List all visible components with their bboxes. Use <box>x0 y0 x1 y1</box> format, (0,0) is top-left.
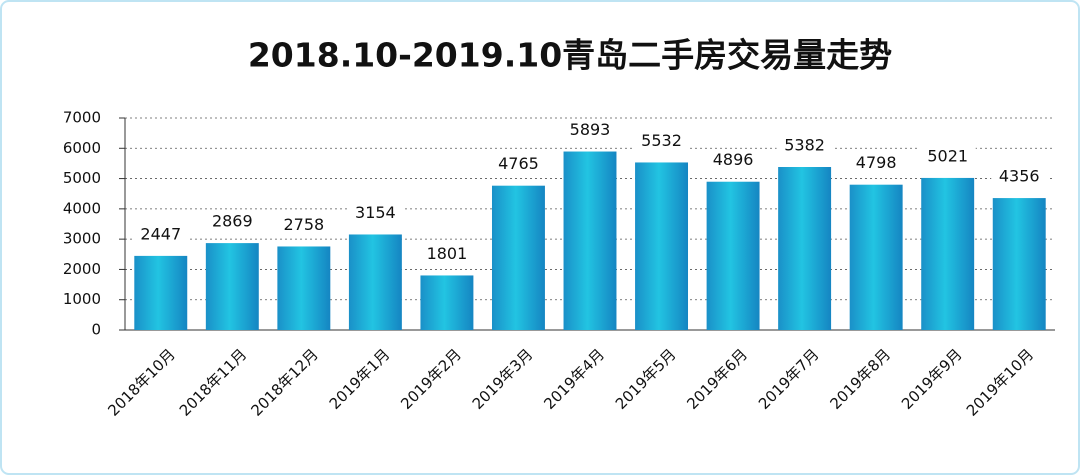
bar <box>134 255 188 330</box>
y-tick-label: 2000 <box>63 260 101 278</box>
value-label: 5532 <box>641 131 682 150</box>
value-label-bg <box>705 149 762 172</box>
bar <box>563 151 617 330</box>
y-tick-label: 7000 <box>63 109 101 127</box>
value-label: 5382 <box>784 136 825 155</box>
value-label-bg <box>991 166 1048 189</box>
value-label-bg <box>633 130 690 153</box>
value-label-bg <box>204 211 261 234</box>
bar <box>491 185 545 330</box>
value-label: 4765 <box>498 154 539 173</box>
value-label-bg <box>275 214 332 237</box>
value-label-bg <box>562 119 618 142</box>
bar <box>277 246 331 330</box>
bar <box>778 167 832 330</box>
value-label: 5893 <box>570 120 611 139</box>
bar <box>205 243 259 330</box>
value-label-bg <box>132 223 189 246</box>
y-tick-label: 5000 <box>63 169 101 187</box>
value-label-bg <box>490 153 547 176</box>
value-label: 2447 <box>140 224 181 243</box>
value-label-bg <box>776 135 833 158</box>
y-tick-label: 4000 <box>63 199 101 217</box>
value-label-bg <box>347 202 404 225</box>
y-tick-label: 3000 <box>63 230 101 248</box>
bar <box>348 234 402 330</box>
value-label: 1801 <box>427 244 468 263</box>
bar <box>420 275 474 330</box>
value-label: 2869 <box>212 212 253 231</box>
bar <box>706 181 760 330</box>
y-tick-label: 6000 <box>63 139 101 157</box>
y-tick-label: 1000 <box>63 290 101 308</box>
value-label: 3154 <box>355 203 396 222</box>
value-label: 2758 <box>283 215 324 234</box>
y-tick-label: 0 <box>91 321 101 339</box>
chart-title: 2018.10-2019.10青岛二手房交易量走势 <box>248 36 892 75</box>
value-label: 4896 <box>713 150 754 169</box>
bar <box>635 162 689 330</box>
value-label-bg <box>418 243 475 266</box>
bar <box>849 184 903 330</box>
value-label: 4798 <box>856 153 897 172</box>
bar <box>921 177 975 330</box>
value-label-bg <box>919 145 976 168</box>
value-label: 5021 <box>927 146 968 165</box>
value-label-bg <box>848 152 905 175</box>
bar <box>992 198 1046 330</box>
value-label: 4356 <box>999 167 1040 186</box>
